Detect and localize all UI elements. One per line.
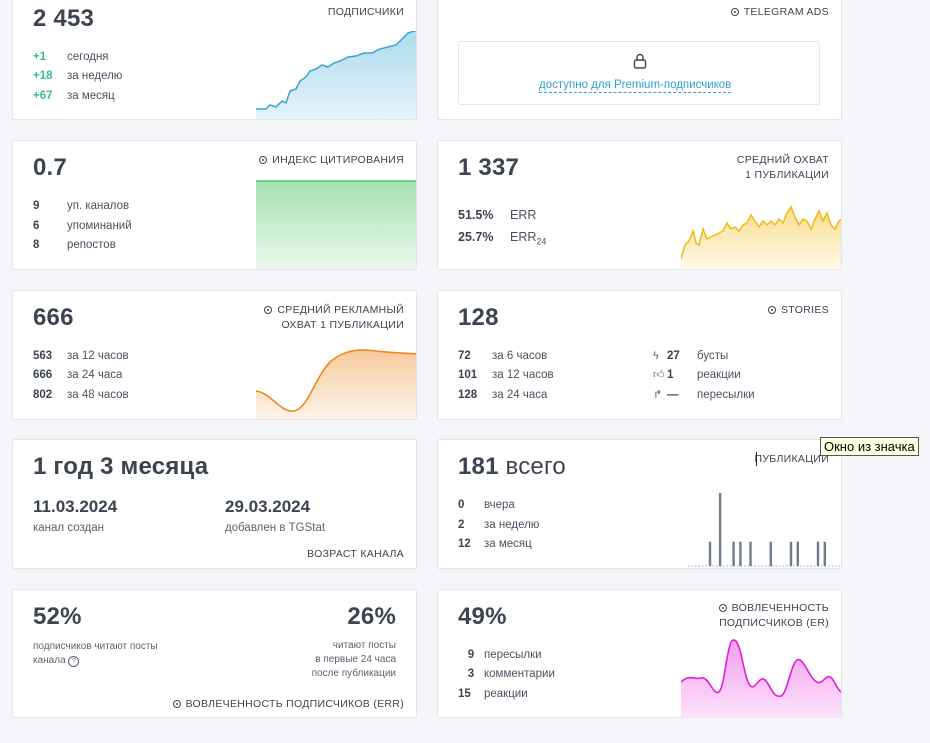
subscribers-today: +1 сегодня	[33, 51, 109, 63]
posts-bar	[823, 541, 826, 566]
posts-title: ПУБЛИКАЦИИ	[754, 453, 829, 465]
premium-link[interactable]: доступно для Premium-подписчиков	[539, 79, 732, 93]
help-icon[interactable]: ?	[68, 656, 80, 667]
subscribers-month: +67 за месяц	[33, 90, 115, 102]
er-reactions: 15 реакции	[458, 688, 528, 700]
posts-bar	[739, 541, 742, 566]
added-date: 29.03.2024	[225, 497, 311, 516]
posts-bar-chart	[688, 493, 840, 567]
stories-title: STORIES	[767, 303, 829, 318]
posts-bar	[796, 541, 799, 566]
info-icon	[259, 156, 268, 164]
channel-age-card[interactable]: 1 год 3 месяца 11.03.2024 канал создан 2…	[12, 439, 417, 569]
added-label: добавлен в TGStat	[225, 522, 326, 534]
telegram-ads-card[interactable]: TELEGRAM ADS доступно для Premium-подпис…	[437, 0, 842, 120]
stories-reactions: 👍︎ 1 реакции	[653, 369, 741, 381]
icon-tooltip: Окно из значка	[820, 437, 919, 456]
err-card[interactable]: 52% подписчиков читают посты канала ? 26…	[12, 589, 417, 718]
telegram-ads-title: TELEGRAM ADS	[730, 5, 829, 20]
err-title: ВОВЛЕЧЕННОСТЬ ПОДПИСЧИКОВ (ERR)	[172, 697, 404, 712]
er-forwards: 9 пересылки	[467, 649, 542, 661]
stories-24h: 128 за 24 часа	[458, 389, 548, 401]
info-icon	[172, 700, 181, 708]
stories-value: 128	[458, 304, 499, 331]
ad-reach-24h: 666 за 24 часа	[33, 369, 123, 381]
posts-value: 181 всего	[458, 453, 566, 480]
citation-channels: 9 уп. каналов	[33, 200, 130, 212]
err-left-label: подписчиков читают посты канала ?	[33, 641, 158, 667]
channel-age-title: ВОЗРАСТ КАНАЛА	[307, 548, 404, 560]
posts-bar	[718, 493, 722, 566]
premium-lock-box: доступно для Premium-подписчиков	[458, 41, 820, 105]
er-value: 49%	[458, 603, 507, 630]
citation-reposts: 8 репостов	[33, 239, 116, 251]
err-right-value: 26%	[347, 603, 396, 630]
err24-row: 25.7% ERR24	[458, 230, 547, 247]
avg-reach-card[interactable]: 1 337 СРЕДНИЙ ОХВАТ 1 ПУБЛИКАЦИИ 51.5% ERR…	[437, 140, 842, 270]
stories-card[interactable]: 128 STORIES 72 за 6 часов 101 за 12 часов …	[437, 290, 842, 420]
info-icon	[718, 604, 727, 612]
err-row: 51.5% ERR	[458, 208, 537, 222]
avg-reach-sparkline	[681, 205, 841, 269]
stories-12h: 101 за 12 часов	[458, 369, 554, 381]
posts-yesterday: 0 вчера	[458, 499, 515, 511]
posts-month: 12 за месяц	[458, 538, 532, 550]
subscribers-title: ПОДПИСЧИКИ	[327, 6, 404, 18]
er-comments: 3 комментарии	[467, 668, 555, 680]
ad-reach-12h: 563 за 12 часов	[33, 350, 129, 362]
subscribers-week: +18 за неделю	[33, 70, 123, 82]
subscribers-card[interactable]: 2 453 ПОДПИСЧИКИ +1 сегодня +18 за неделю …	[12, 0, 417, 120]
citation-mentions: 6 упоминаний	[33, 220, 132, 232]
created-date: 11.03.2024	[33, 497, 118, 516]
forward-icon: ↱	[653, 389, 663, 401]
err-left-value: 52%	[33, 603, 82, 630]
text-cursor	[756, 452, 757, 466]
info-icon	[730, 8, 739, 16]
lightning-icon: ϟ	[653, 350, 659, 362]
citation-card[interactable]: 0.7 ИНДЕКС ЦИТИРОВАНИЯ 9 уп. каналов 6 упо…	[12, 140, 417, 270]
stories-boosts: ϟ 27 бусты	[653, 350, 729, 362]
ad-reach-title: СРЕДНИЙ РЕКЛАМНЫЙ ОХВАТ 1 ПУБЛИКАЦИИ	[264, 303, 404, 333]
posts-bar	[732, 541, 735, 566]
avg-reach-value: 1 337	[458, 154, 520, 181]
posts-bar	[816, 541, 820, 566]
channel-age-value: 1 год 3 месяца	[33, 453, 209, 480]
er-card[interactable]: 49% ВОВЛЕЧЕННОСТЬ ПОДПИСЧИКОВ (ER) 9 перес…	[437, 589, 842, 718]
subscribers-sparkline	[256, 31, 416, 119]
thumb-up-icon: 👍︎	[653, 369, 665, 381]
info-icon	[264, 306, 273, 314]
citation-value: 0.7	[33, 154, 67, 181]
stories-forwards: ↱ — пересылки	[653, 389, 755, 401]
info-icon	[767, 306, 776, 314]
posts-bar	[769, 541, 772, 566]
er-sparkline	[681, 639, 841, 717]
stories-6h: 72 за 6 часов	[458, 350, 548, 362]
er-title: ВОВЛЕЧЕННОСТЬ ПОДПИСЧИКОВ (ER)	[718, 602, 829, 629]
posts-card[interactable]: 181 всего ПУБЛИКАЦИИ 0 вчера 2 за неделю 1…	[437, 439, 842, 569]
subscribers-count: 2 453	[33, 5, 95, 32]
ad-reach-value: 666	[33, 304, 74, 331]
ad-reach-48h: 802 за 48 часов	[33, 389, 129, 401]
posts-bar	[749, 541, 752, 566]
citation-title: ИНДЕКС ЦИТИРОВАНИЯ	[259, 153, 404, 168]
posts-bar	[789, 541, 793, 566]
citation-sparkline	[256, 180, 416, 269]
ad-reach-sparkline	[256, 349, 416, 419]
posts-week: 2 за неделю	[458, 519, 540, 531]
lock-icon	[633, 53, 647, 69]
posts-bar	[708, 541, 712, 566]
created-label: канал создан	[33, 522, 104, 534]
avg-reach-title: СРЕДНИЙ ОХВАТ 1 ПУБЛИКАЦИИ	[736, 154, 829, 181]
ad-reach-card[interactable]: 666 СРЕДНИЙ РЕКЛАМНЫЙ ОХВАТ 1 ПУБЛИКАЦИИ …	[12, 290, 417, 420]
err-right-label: читают посты в первые 24 часа после публик…	[311, 640, 396, 679]
